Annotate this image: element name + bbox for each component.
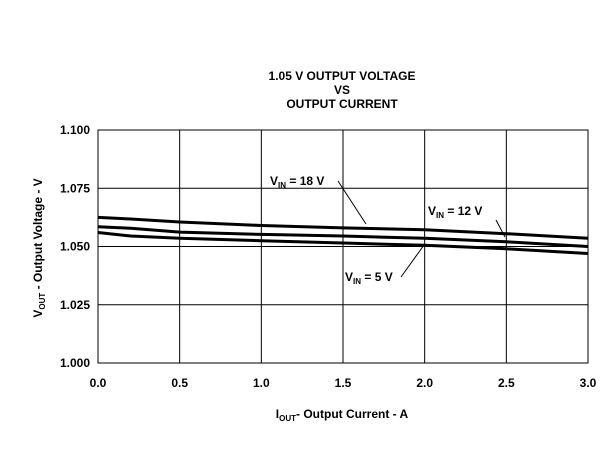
annotation-vin-18: VIN = 18 V: [270, 174, 324, 190]
x-tick-label: 3.0: [580, 376, 597, 390]
x-tick-label: 2.0: [416, 376, 433, 390]
y-tick-label: 1.100: [60, 123, 90, 137]
y-axis-label: VOUT - Output Voltage - V: [31, 178, 47, 317]
grid-lines: [97, 129, 589, 364]
y-tick-label: 1.025: [60, 298, 90, 312]
x-tick-label: 1.0: [253, 376, 270, 390]
leader-line-vin-18: [337, 180, 367, 225]
annotation-vin-5: VIN = 5 V: [345, 270, 393, 286]
x-tick-label: 0.5: [171, 376, 188, 390]
series-line-3: [97, 231, 589, 255]
y-tick-labels: 1.000 1.025 1.050 1.075 1.100: [60, 123, 90, 370]
annotation-vin-12: VIN = 12 V: [428, 204, 482, 220]
x-tick-label: 2.5: [498, 376, 515, 390]
y-tick-label: 1.050: [60, 240, 90, 254]
chart-title-line-3: OUTPUT CURRENT: [286, 97, 398, 111]
series-line-2: [97, 225, 589, 248]
y-tick-label: 1.000: [60, 356, 90, 370]
series-lines: [97, 215, 589, 255]
leader-line-vin-12: [495, 219, 506, 238]
chart-title-line-1: 1.05 V OUTPUT VOLTAGE: [269, 69, 416, 83]
y-tick-label: 1.075: [60, 181, 90, 195]
x-tick-labels: 0.0 0.5 1.0 1.5 2.0 2.5 3.0: [90, 376, 597, 390]
x-tick-label: 0.0: [90, 376, 107, 390]
chart-title-line-2: VS: [334, 83, 350, 97]
series-line-1: [97, 215, 589, 240]
x-axis-label: IOUT- Output Current - A: [276, 407, 409, 423]
x-tick-label: 1.5: [335, 376, 352, 390]
leader-line-vin-5: [400, 244, 425, 278]
